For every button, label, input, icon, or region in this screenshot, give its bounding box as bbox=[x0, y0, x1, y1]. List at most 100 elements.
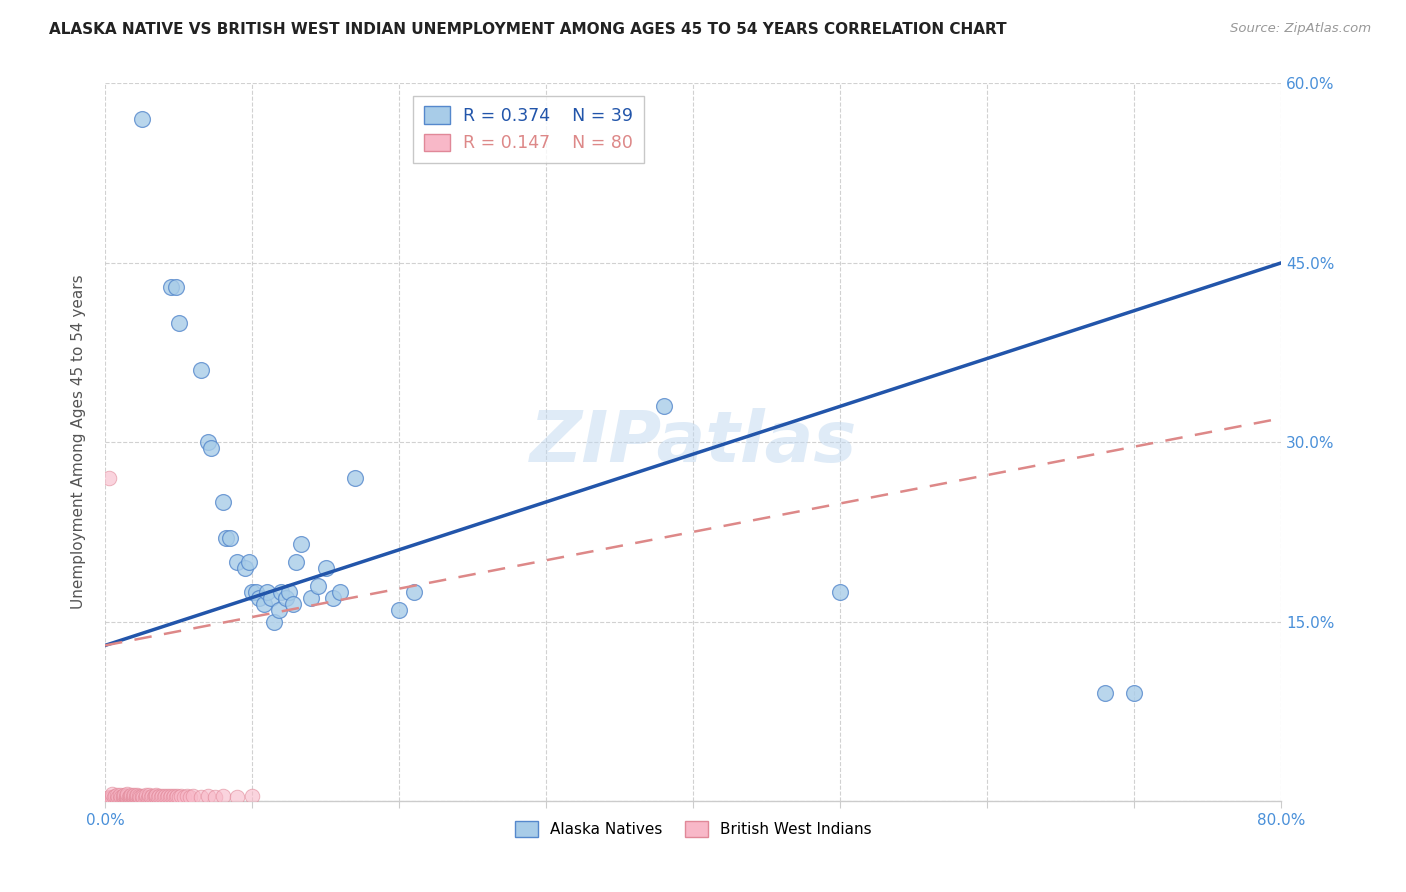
Point bbox=[307, 579, 329, 593]
Point bbox=[219, 531, 242, 545]
Point bbox=[211, 789, 233, 803]
Point bbox=[146, 790, 169, 805]
Point bbox=[179, 790, 201, 805]
Point bbox=[125, 789, 148, 803]
Point bbox=[135, 790, 157, 805]
Point bbox=[149, 790, 172, 805]
Point bbox=[153, 790, 176, 805]
Point bbox=[163, 789, 186, 803]
Point bbox=[124, 788, 146, 802]
Point bbox=[267, 602, 290, 616]
Point bbox=[129, 790, 152, 805]
Point bbox=[101, 787, 124, 801]
Point bbox=[204, 790, 226, 805]
Point bbox=[108, 791, 131, 805]
Point bbox=[139, 790, 162, 805]
Point bbox=[118, 789, 141, 803]
Point bbox=[128, 789, 150, 803]
Point bbox=[162, 790, 184, 805]
Point bbox=[127, 788, 149, 802]
Point bbox=[315, 560, 337, 574]
Text: ZIPatlas: ZIPatlas bbox=[530, 408, 856, 476]
Point bbox=[111, 791, 134, 805]
Point bbox=[165, 790, 187, 805]
Point bbox=[114, 791, 136, 805]
Point bbox=[190, 363, 212, 377]
Point bbox=[131, 791, 153, 805]
Point bbox=[260, 591, 283, 605]
Point bbox=[156, 790, 179, 805]
Point bbox=[159, 790, 181, 805]
Point bbox=[256, 584, 278, 599]
Point bbox=[1094, 686, 1116, 700]
Point bbox=[176, 789, 198, 803]
Point bbox=[143, 789, 166, 803]
Point bbox=[214, 531, 236, 545]
Point bbox=[105, 788, 128, 802]
Point bbox=[270, 584, 292, 599]
Point bbox=[108, 788, 131, 802]
Point bbox=[388, 602, 411, 616]
Point bbox=[240, 789, 263, 803]
Point bbox=[145, 788, 167, 802]
Point bbox=[141, 789, 163, 803]
Point bbox=[170, 789, 193, 803]
Point bbox=[114, 789, 136, 803]
Point bbox=[1123, 686, 1146, 700]
Point bbox=[124, 790, 146, 805]
Point bbox=[190, 790, 212, 805]
Point bbox=[652, 399, 675, 413]
Point bbox=[274, 591, 297, 605]
Point bbox=[277, 584, 299, 599]
Point bbox=[167, 316, 190, 330]
Point bbox=[290, 537, 312, 551]
Text: Source: ZipAtlas.com: Source: ZipAtlas.com bbox=[1230, 22, 1371, 36]
Point bbox=[167, 790, 190, 805]
Point bbox=[285, 555, 308, 569]
Point bbox=[211, 495, 233, 509]
Point bbox=[136, 791, 159, 805]
Point bbox=[98, 471, 121, 485]
Point bbox=[103, 790, 125, 805]
Point bbox=[253, 597, 276, 611]
Point bbox=[240, 584, 263, 599]
Point bbox=[101, 790, 124, 805]
Point bbox=[150, 789, 173, 803]
Point bbox=[120, 788, 142, 802]
Point bbox=[155, 789, 177, 803]
Point bbox=[226, 790, 249, 805]
Point bbox=[134, 791, 156, 805]
Point bbox=[120, 790, 142, 805]
Point bbox=[115, 787, 138, 801]
Point bbox=[110, 790, 132, 805]
Point bbox=[343, 471, 366, 485]
Point bbox=[128, 791, 150, 805]
Point bbox=[117, 790, 139, 805]
Point bbox=[197, 789, 219, 803]
Point bbox=[111, 789, 134, 803]
Point bbox=[100, 791, 122, 805]
Point bbox=[135, 788, 157, 802]
Point bbox=[122, 791, 145, 805]
Point bbox=[138, 788, 160, 802]
Point bbox=[160, 279, 183, 293]
Legend: Alaska Natives, British West Indians: Alaska Natives, British West Indians bbox=[509, 815, 877, 844]
Point bbox=[238, 555, 260, 569]
Point bbox=[165, 279, 187, 293]
Point bbox=[197, 435, 219, 450]
Point bbox=[247, 591, 270, 605]
Text: ALASKA NATIVE VS BRITISH WEST INDIAN UNEMPLOYMENT AMONG AGES 45 TO 54 YEARS CORR: ALASKA NATIVE VS BRITISH WEST INDIAN UNE… bbox=[49, 22, 1007, 37]
Point bbox=[283, 597, 305, 611]
Point bbox=[322, 591, 344, 605]
Point bbox=[181, 789, 204, 803]
Point bbox=[142, 790, 165, 805]
Point bbox=[98, 790, 121, 805]
Point bbox=[115, 791, 138, 805]
Point bbox=[263, 615, 285, 629]
Point bbox=[200, 441, 222, 455]
Point bbox=[226, 555, 249, 569]
Point bbox=[131, 789, 153, 803]
Y-axis label: Unemployment Among Ages 45 to 54 years: Unemployment Among Ages 45 to 54 years bbox=[72, 275, 86, 609]
Point bbox=[97, 791, 120, 805]
Point bbox=[245, 584, 267, 599]
